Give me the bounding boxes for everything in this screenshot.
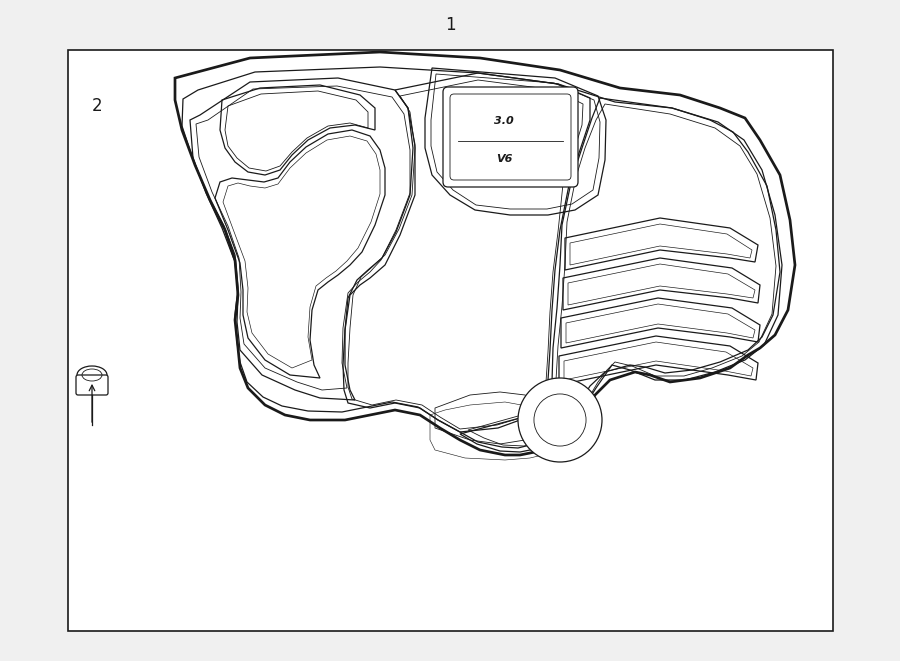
Circle shape [518,378,602,462]
Text: 2: 2 [92,97,103,115]
FancyBboxPatch shape [443,87,578,187]
Polygon shape [175,52,795,455]
Ellipse shape [77,366,107,384]
Bar [68,50,833,631]
FancyBboxPatch shape [76,375,108,395]
Text: 1: 1 [445,16,455,34]
Text: 3.0: 3.0 [494,116,514,126]
Text: V6: V6 [496,153,512,164]
